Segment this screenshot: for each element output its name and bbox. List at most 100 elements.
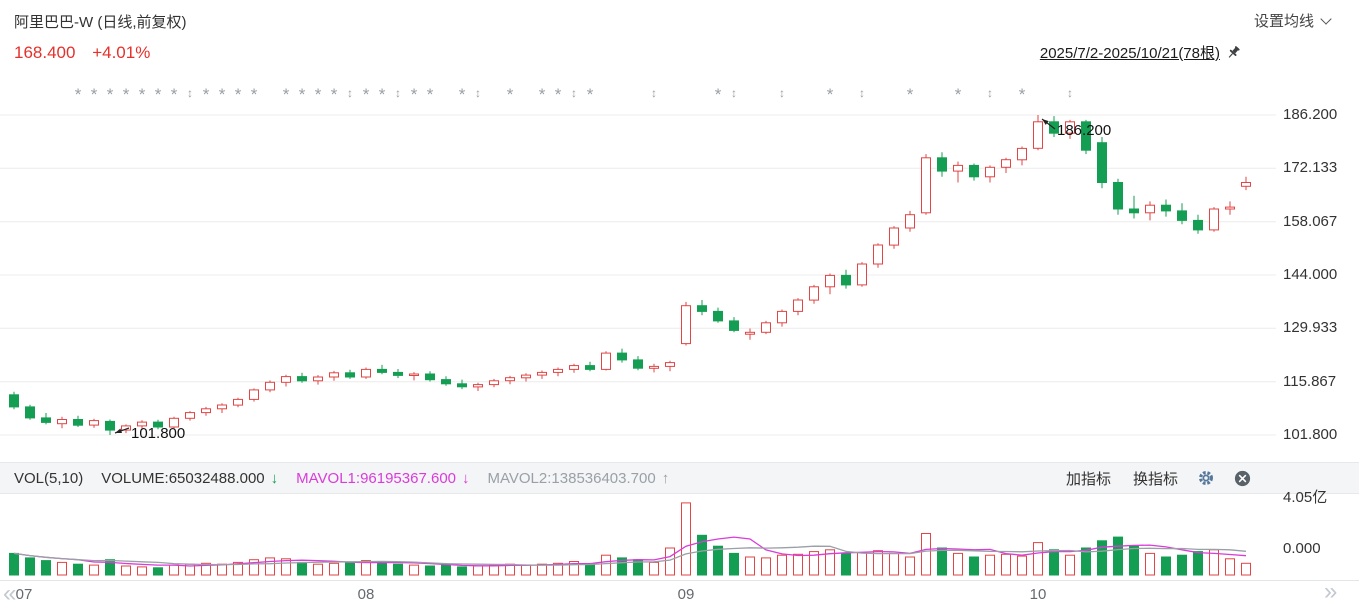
candle[interactable] bbox=[761, 322, 771, 333]
candle[interactable] bbox=[73, 419, 83, 426]
volume-bar[interactable] bbox=[953, 552, 963, 576]
candle[interactable] bbox=[169, 417, 179, 428]
candle[interactable] bbox=[841, 274, 851, 286]
candle[interactable] bbox=[889, 227, 899, 246]
candle[interactable] bbox=[489, 380, 499, 386]
updown-arrow-marker-icon[interactable]: ↕ bbox=[731, 86, 737, 100]
volume-bar[interactable] bbox=[681, 502, 691, 576]
volume-bar[interactable] bbox=[761, 557, 771, 576]
event-marker-icon[interactable]: * bbox=[155, 85, 162, 104]
ma-settings-button[interactable]: 设置均线 bbox=[1254, 10, 1332, 31]
scroll-left-button[interactable]: « bbox=[3, 580, 17, 607]
volume-bar[interactable] bbox=[329, 562, 339, 576]
volume-bar[interactable] bbox=[1193, 551, 1203, 576]
volume-bar[interactable] bbox=[1113, 536, 1123, 576]
updown-arrow-marker-icon[interactable]: ↕ bbox=[347, 86, 353, 100]
volume-bar[interactable] bbox=[201, 562, 211, 576]
volume-bar[interactable] bbox=[1049, 549, 1059, 576]
event-marker-icon[interactable]: * bbox=[411, 85, 418, 104]
updown-arrow-marker-icon[interactable]: ↕ bbox=[187, 86, 193, 100]
event-marker-icon[interactable]: * bbox=[107, 85, 114, 104]
event-marker-icon[interactable]: * bbox=[299, 85, 306, 104]
candle[interactable] bbox=[249, 389, 259, 400]
candle[interactable] bbox=[1241, 182, 1251, 187]
candle[interactable] bbox=[1001, 159, 1011, 168]
pin-icon[interactable] bbox=[1226, 45, 1241, 60]
volume-bar[interactable] bbox=[1129, 545, 1139, 576]
candle[interactable] bbox=[1193, 219, 1203, 231]
candle[interactable] bbox=[681, 305, 691, 345]
updown-arrow-marker-icon[interactable]: ↕ bbox=[571, 86, 577, 100]
volume-bar[interactable] bbox=[105, 559, 115, 576]
candle[interactable] bbox=[921, 157, 931, 214]
event-marker-icon[interactable]: * bbox=[171, 85, 178, 104]
volume-bar[interactable] bbox=[793, 553, 803, 576]
event-marker-icon[interactable]: * bbox=[283, 85, 290, 104]
volume-bar[interactable] bbox=[153, 567, 163, 576]
candle[interactable] bbox=[633, 359, 643, 369]
volume-bar[interactable] bbox=[281, 558, 291, 576]
updown-arrow-marker-icon[interactable]: ↕ bbox=[475, 86, 481, 100]
candle[interactable] bbox=[1081, 121, 1091, 151]
candle[interactable] bbox=[729, 320, 739, 331]
candle[interactable] bbox=[713, 310, 723, 322]
candle[interactable] bbox=[809, 286, 819, 301]
event-marker-icon[interactable]: * bbox=[555, 85, 562, 104]
volume-bar[interactable] bbox=[137, 566, 147, 576]
candle[interactable] bbox=[473, 384, 483, 388]
event-marker-icon[interactable]: * bbox=[379, 85, 386, 104]
volume-bar[interactable] bbox=[473, 565, 483, 576]
volume-bar[interactable] bbox=[1017, 555, 1027, 576]
volume-bar[interactable] bbox=[393, 563, 403, 576]
candle[interactable] bbox=[185, 412, 195, 419]
event-marker-icon[interactable]: * bbox=[827, 85, 834, 104]
volume-bar[interactable] bbox=[313, 563, 323, 576]
candle[interactable] bbox=[121, 425, 131, 431]
volume-bar[interactable] bbox=[697, 534, 707, 576]
volume-bar[interactable] bbox=[121, 565, 131, 576]
volume-bar[interactable] bbox=[537, 563, 547, 576]
candle[interactable] bbox=[649, 365, 659, 369]
event-marker-icon[interactable]: * bbox=[539, 85, 546, 104]
volume-bar[interactable] bbox=[1177, 554, 1187, 576]
volume-bar[interactable] bbox=[9, 552, 19, 576]
updown-arrow-marker-icon[interactable]: ↕ bbox=[395, 86, 401, 100]
volume-bar[interactable] bbox=[889, 552, 899, 576]
volume-bar[interactable] bbox=[489, 564, 499, 576]
candle[interactable] bbox=[505, 377, 515, 382]
volume-bar[interactable] bbox=[73, 563, 83, 576]
volume-bar[interactable] bbox=[57, 561, 67, 576]
volume-bar[interactable] bbox=[425, 565, 435, 576]
candle[interactable] bbox=[1161, 204, 1171, 212]
scroll-right-button[interactable]: » bbox=[1324, 578, 1338, 605]
candle[interactable] bbox=[1097, 142, 1107, 183]
candle[interactable] bbox=[1065, 121, 1075, 134]
event-marker-icon[interactable]: * bbox=[75, 85, 82, 104]
candle[interactable] bbox=[9, 394, 19, 408]
candle[interactable] bbox=[825, 274, 835, 288]
volume-bar[interactable] bbox=[873, 550, 883, 576]
candle[interactable] bbox=[57, 419, 67, 425]
volume-bar[interactable] bbox=[1161, 556, 1171, 576]
candle[interactable] bbox=[1113, 182, 1123, 210]
event-marker-icon[interactable]: * bbox=[219, 85, 226, 104]
indicator-settings-button[interactable] bbox=[1197, 469, 1215, 487]
add-indicator-button[interactable]: 加指标 bbox=[1065, 470, 1111, 488]
candle[interactable] bbox=[137, 421, 147, 427]
candle[interactable] bbox=[297, 376, 307, 382]
candle[interactable] bbox=[585, 365, 595, 370]
volume-bar[interactable] bbox=[1081, 547, 1091, 576]
volume-bar[interactable] bbox=[777, 554, 787, 576]
candle[interactable] bbox=[569, 365, 579, 370]
volume-bar[interactable] bbox=[265, 557, 275, 576]
event-marker-icon[interactable]: * bbox=[907, 85, 914, 104]
volume-bar[interactable] bbox=[1065, 554, 1075, 576]
volume-bar[interactable] bbox=[361, 560, 371, 576]
candle[interactable] bbox=[329, 372, 339, 378]
volume-bar[interactable] bbox=[1225, 558, 1235, 576]
event-marker-icon[interactable]: * bbox=[203, 85, 210, 104]
volume-bar[interactable] bbox=[1097, 540, 1107, 576]
candle[interactable] bbox=[217, 404, 227, 410]
volume-bar[interactable] bbox=[41, 560, 51, 576]
close-indicator-button[interactable] bbox=[1234, 470, 1251, 487]
